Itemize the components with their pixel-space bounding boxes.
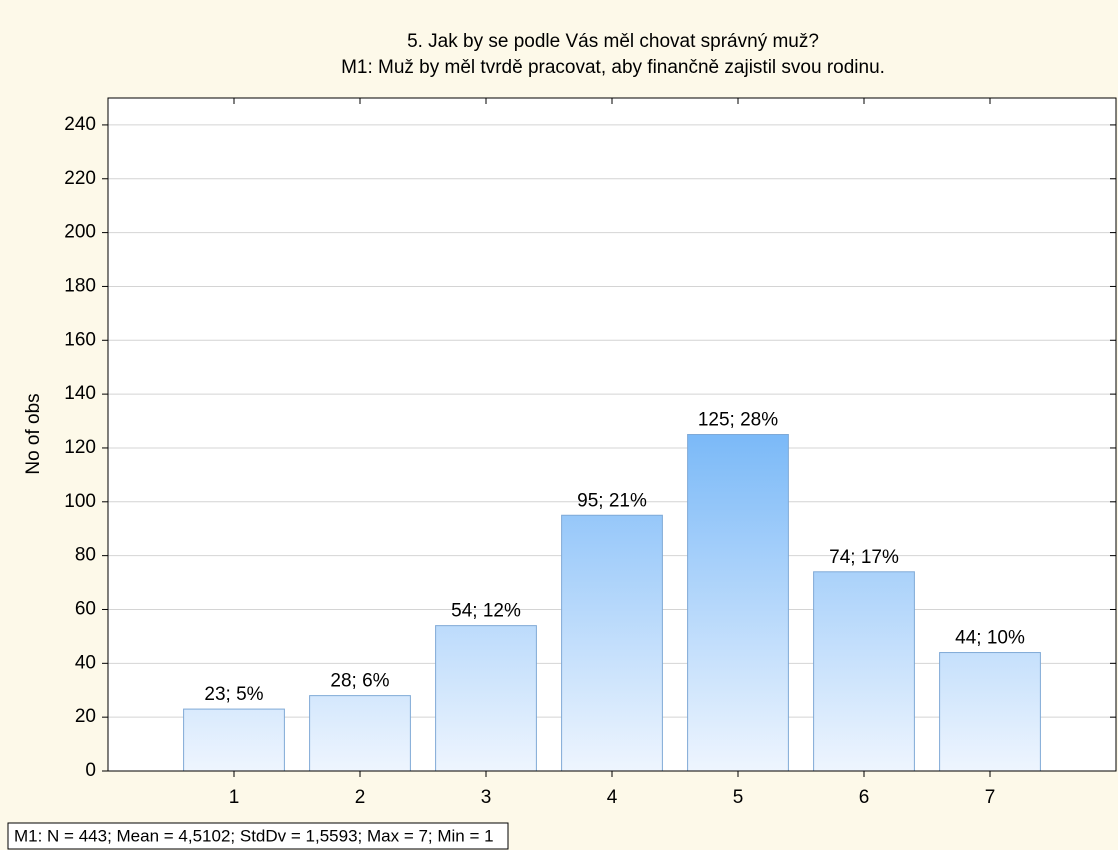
y-tick-label: 80 bbox=[75, 545, 96, 566]
y-tick-label: 140 bbox=[64, 383, 96, 404]
y-tick-label: 220 bbox=[64, 168, 96, 189]
bar bbox=[687, 434, 789, 772]
data-label: 44; 10% bbox=[955, 628, 1025, 649]
data-label: 54; 12% bbox=[451, 601, 521, 622]
x-tick-label: 6 bbox=[859, 787, 870, 808]
chart-title: 5. Jak by se podle Vás měl chovat správn… bbox=[407, 31, 819, 52]
footnote: M1: N = 443; Mean = 4,5102; StdDv = 1,55… bbox=[14, 826, 494, 845]
y-tick-label: 120 bbox=[64, 437, 96, 458]
data-label: 74; 17% bbox=[829, 547, 899, 568]
x-tick-label: 5 bbox=[733, 787, 744, 808]
y-tick-label: 0 bbox=[85, 760, 96, 781]
y-tick-label: 40 bbox=[75, 652, 96, 673]
data-label: 125; 28% bbox=[698, 410, 778, 431]
data-label: 95; 21% bbox=[577, 490, 647, 511]
y-axis-label: No of obs bbox=[23, 393, 44, 474]
y-tick-label: 240 bbox=[64, 114, 96, 135]
bar bbox=[309, 695, 411, 772]
y-tick-label: 100 bbox=[64, 491, 96, 512]
x-tick-label: 1 bbox=[229, 787, 240, 808]
y-tick-label: 200 bbox=[64, 222, 96, 243]
chart-subtitle: M1: Muž by měl tvrdě pracovat, aby finan… bbox=[341, 57, 885, 78]
x-tick-label: 3 bbox=[481, 787, 492, 808]
footnote-box bbox=[7, 822, 509, 850]
y-tick-label: 20 bbox=[75, 706, 96, 727]
x-tick-label: 4 bbox=[607, 787, 618, 808]
y-tick-label: 180 bbox=[64, 275, 96, 296]
bar bbox=[561, 514, 663, 772]
data-label: 28; 6% bbox=[330, 671, 389, 692]
bar bbox=[183, 708, 285, 772]
bar bbox=[813, 571, 915, 772]
bar bbox=[435, 625, 537, 772]
plot-frame bbox=[107, 97, 1117, 772]
x-tick-label: 2 bbox=[355, 787, 366, 808]
bar bbox=[939, 652, 1041, 772]
y-tick-label: 60 bbox=[75, 598, 96, 619]
y-tick-label: 160 bbox=[64, 329, 96, 350]
x-tick-label: 7 bbox=[985, 787, 996, 808]
data-label: 23; 5% bbox=[204, 684, 263, 705]
